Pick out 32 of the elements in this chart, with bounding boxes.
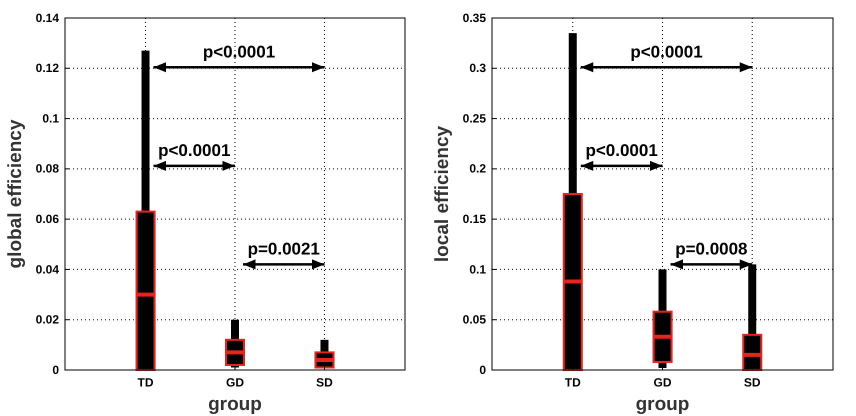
y-tick-label: 0.1 xyxy=(42,111,60,126)
annotation: p=0.0008 xyxy=(675,239,748,258)
y-tick-label: 0.14 xyxy=(36,10,60,25)
y-axis-title: global efficiency xyxy=(5,119,26,268)
y-tick-label: 0.04 xyxy=(36,262,60,276)
y-tick-label: 0.35 xyxy=(462,10,486,25)
y-tick-label: 0.3 xyxy=(469,61,486,76)
y-tick-label: 0.06 xyxy=(36,212,60,226)
y-tick-label: 0.1 xyxy=(469,262,486,276)
x-tick-label: SD xyxy=(744,376,761,390)
annotation: p<0.0001 xyxy=(630,42,703,62)
annotation: p<0.0001 xyxy=(158,140,230,160)
x-tick-label: GD xyxy=(226,376,244,390)
x-tick-label: TD xyxy=(564,376,582,390)
x-axis-title: group xyxy=(636,394,690,415)
x-tick-label: GD xyxy=(654,376,672,390)
y-tick-label: 0.05 xyxy=(462,312,486,327)
y-tick-label: 0.15 xyxy=(462,212,486,226)
y-tick-label: 0.02 xyxy=(36,312,60,327)
annotation: p<0.0001 xyxy=(585,140,658,160)
y-tick-label: 0.08 xyxy=(36,162,60,176)
y-tick-label: 0 xyxy=(52,362,60,377)
x-tick-label: SD xyxy=(316,376,334,390)
y-tick-label: 0.25 xyxy=(462,111,486,126)
y-axis-title: local efficiency xyxy=(432,125,453,262)
y-tick-label: 0.12 xyxy=(36,61,60,76)
annotation: p=0.0021 xyxy=(248,239,320,258)
annotation: p<0.0001 xyxy=(202,42,276,62)
x-axis-title: group xyxy=(208,394,262,415)
y-tick-label: 0 xyxy=(479,362,486,377)
y-tick-label: 0.2 xyxy=(469,162,486,176)
x-tick-label: TD xyxy=(138,376,154,390)
